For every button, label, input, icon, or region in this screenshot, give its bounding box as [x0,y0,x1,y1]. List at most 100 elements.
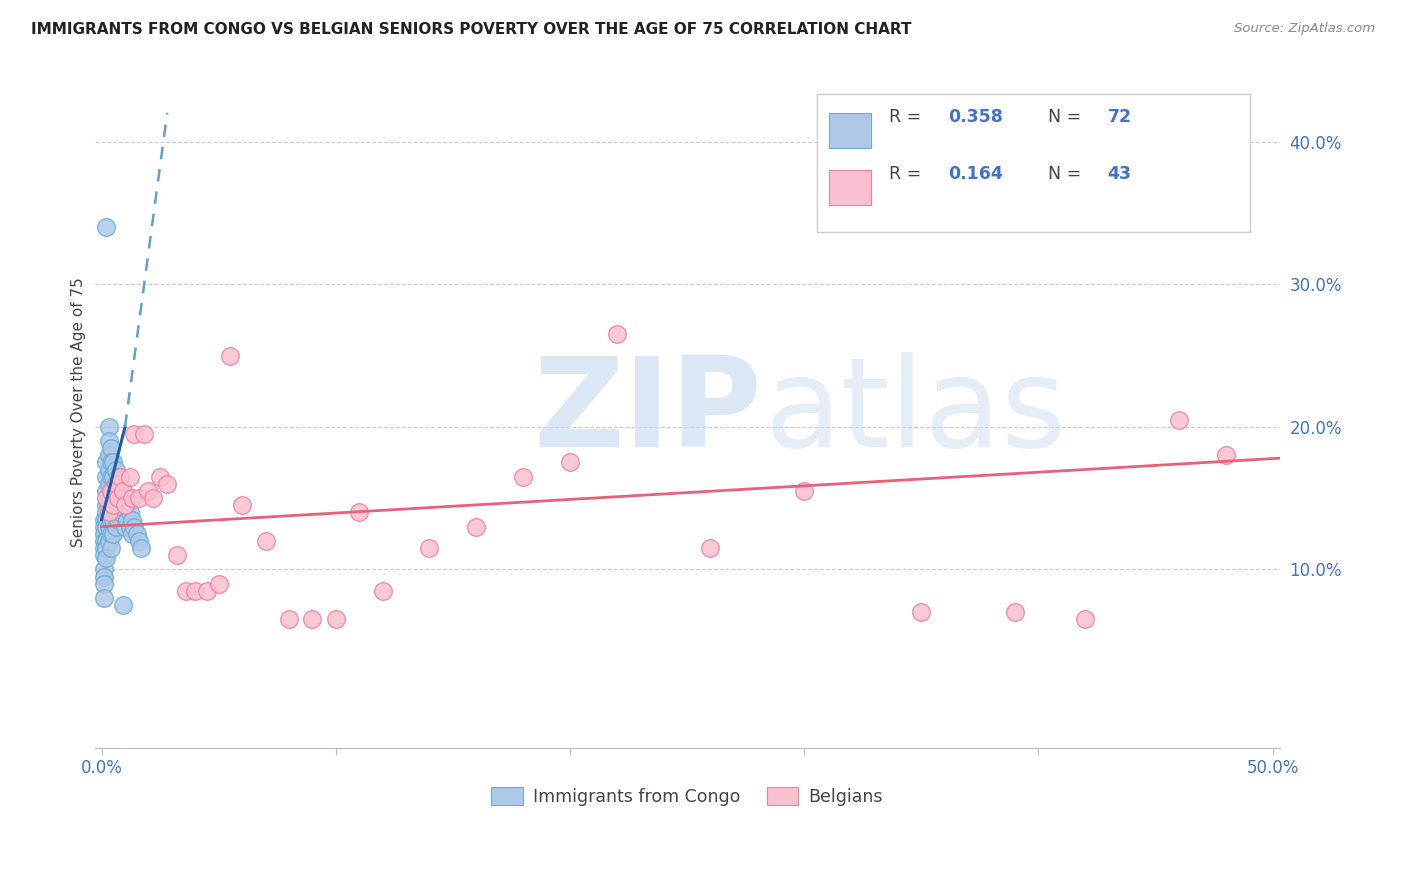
Point [558,455,581,469]
Point [231,498,253,512]
Point [100,498,122,512]
Text: atlas: atlas [763,352,1066,473]
Point [121,491,143,505]
Point [103,498,125,512]
Point [184,583,207,598]
Point [96,533,118,548]
Point [100,483,122,498]
Point [110,476,132,491]
Point [121,512,143,526]
Point [114,519,136,533]
Point [301,612,323,626]
Point [93,569,115,583]
Point [131,541,153,555]
Point [418,541,440,555]
Point [96,512,118,526]
Point [138,483,160,498]
Point [110,469,132,483]
Point [110,505,132,519]
Point [93,512,115,526]
Point [96,505,118,519]
Point [1004,605,1026,619]
Legend: Immigrants from Congo, Belgians: Immigrants from Congo, Belgians [485,780,890,813]
Point [132,426,155,441]
Point [96,455,118,469]
Point [125,526,148,541]
Point [371,583,394,598]
Point [103,526,125,541]
Point [97,420,120,434]
Point [107,483,129,498]
Point [699,541,721,555]
Point [254,533,277,548]
Point [93,576,115,591]
Point [103,455,125,469]
Point [103,469,125,483]
Point [1074,612,1097,626]
Point [117,512,139,526]
Point [1215,448,1237,462]
Text: Source: ZipAtlas.com: Source: ZipAtlas.com [1234,22,1375,36]
Point [793,483,815,498]
Point [104,505,127,519]
Point [93,591,115,605]
Point [606,327,628,342]
Point [93,526,115,541]
Text: N =: N = [1049,109,1087,127]
Point [195,583,218,598]
Point [114,498,136,512]
Point [97,491,120,505]
Point [104,519,127,533]
Point [107,498,129,512]
Point [166,548,188,562]
Point [96,498,118,512]
Point [124,519,146,533]
Point [111,498,134,512]
Point [118,519,141,533]
Text: IMMIGRANTS FROM CONGO VS BELGIAN SENIORS POVERTY OVER THE AGE OF 75 CORRELATION : IMMIGRANTS FROM CONGO VS BELGIAN SENIORS… [31,22,911,37]
Point [124,426,146,441]
Point [104,462,127,476]
Point [97,434,120,448]
Point [121,526,143,541]
Point [114,491,136,505]
Point [100,526,122,541]
Point [96,519,118,533]
Point [128,491,150,505]
Point [96,483,118,498]
Point [107,491,129,505]
Point [93,541,115,555]
Point [465,519,488,533]
Point [97,519,120,533]
Point [117,498,139,512]
Point [110,491,132,505]
Point [96,469,118,483]
Point [111,483,134,498]
Text: 0.164: 0.164 [948,165,1002,184]
Point [93,533,115,548]
FancyBboxPatch shape [830,112,870,148]
Point [97,462,120,476]
Point [118,505,141,519]
Point [96,220,118,235]
Point [97,533,120,548]
Point [512,469,534,483]
Point [100,441,122,455]
Point [219,349,242,363]
Text: 43: 43 [1108,165,1132,184]
Point [347,505,370,519]
Text: R =: R = [889,109,927,127]
Point [97,448,120,462]
Text: 0.358: 0.358 [948,109,1002,127]
Point [97,505,120,519]
Point [118,469,141,483]
Point [128,533,150,548]
Point [208,576,231,591]
Point [100,483,122,498]
Text: ZIP: ZIP [533,352,762,473]
Point [97,476,120,491]
Point [325,612,347,626]
Point [107,469,129,483]
Point [107,512,129,526]
Point [103,483,125,498]
